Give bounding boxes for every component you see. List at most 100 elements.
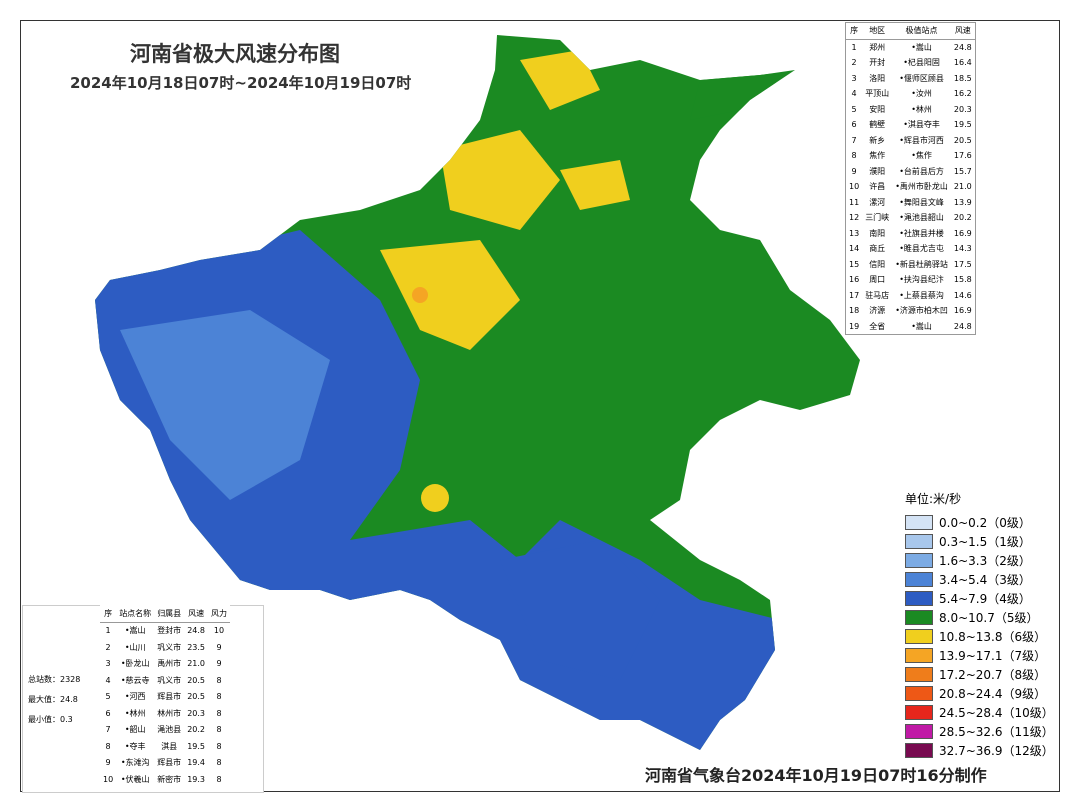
table-cell: 8 (216, 741, 222, 751)
table-cell: •禹州市卧龙山 (895, 182, 948, 192)
table-cell: 巩义市 (157, 642, 182, 652)
table-cell: 1 (851, 42, 857, 52)
table-cell: 17.6 (953, 151, 972, 161)
legend-swatch (905, 667, 933, 682)
table-cell: 10 (849, 182, 860, 192)
table-cell: 19.5 (187, 741, 205, 751)
stat: 最小值：0.3 (28, 715, 73, 724)
table-cell: •淇县夺丰 (903, 120, 940, 130)
table-cell: 9 (851, 166, 857, 176)
legend-label: 3.4~5.4（3级） (939, 573, 1031, 587)
table-cell: 16 (849, 275, 860, 285)
table-cell: 15 (849, 259, 860, 269)
table-cell: 16.9 (953, 306, 972, 316)
table-cell: 3 (105, 659, 111, 669)
table-cell: 鹤壁 (869, 120, 886, 130)
table-row: 2 •山川 巩义市 23.5 9 (100, 639, 230, 656)
table-cell: •嵩山 (124, 626, 146, 636)
legend-swatch (905, 648, 933, 663)
table-cell: 20.5 (187, 692, 205, 702)
table-cell: 24.8 (187, 626, 205, 636)
table-cell: 济源 (869, 306, 886, 316)
table-cell: 6 (105, 708, 111, 718)
table-cell: 全省 (869, 321, 886, 331)
table-cell: 16.4 (953, 58, 972, 68)
table-cell: 20.5 (953, 135, 972, 145)
table-cell: 商丘 (869, 244, 886, 254)
legend-label: 32.7~36.9（12级） (939, 744, 1054, 758)
table-row: 7 新乡 •辉县市河西 20.5 (846, 133, 976, 149)
table-cell: •舞阳县文峰 (899, 197, 944, 207)
legend-label: 0.0~0.2（0级） (939, 516, 1031, 530)
legend-swatch (905, 553, 933, 568)
table-cell: 19 (849, 321, 860, 331)
table-row: 9 •东滩沟 辉县市 19.4 8 (100, 755, 230, 772)
table-cell: •社旗县并楼 (899, 228, 944, 238)
legend-label: 20.8~24.4（9级） (939, 687, 1047, 701)
table-cell: 辉县市 (157, 758, 182, 768)
table-cell: 新密市 (157, 774, 182, 784)
table-row: 4 平顶山 •汝州 16.2 (846, 86, 976, 102)
legend-label: 13.9~17.1（7级） (939, 649, 1047, 663)
table-row: 14 商丘 •睢县尤吉屯 14.3 (846, 241, 976, 257)
table-row: 9 濮阳 •台前县后方 15.7 (846, 164, 976, 180)
table-cell: •扶沟县纪汴 (899, 275, 944, 285)
table-row: 5 •河西 辉县市 20.5 8 (100, 689, 230, 706)
table-cell: 10 (213, 626, 225, 636)
table-cell: •汝州 (911, 89, 932, 99)
table-cell: •上蔡县蔡沟 (899, 290, 944, 300)
table-cell: 平顶山 (865, 89, 890, 99)
legend-swatch (905, 743, 933, 758)
table-cell: 11 (849, 197, 860, 207)
legend-item: 20.8~24.4（9级） (905, 684, 1054, 703)
table-cell: 8 (216, 774, 222, 784)
table-row: 1 郑州 •嵩山 24.8 (846, 39, 976, 55)
table-cell: 15.7 (953, 166, 972, 176)
legend-label: 28.5~32.6（11级） (939, 725, 1054, 739)
table-cell: 16.2 (953, 89, 972, 99)
table-cell: 21.0 (187, 659, 205, 669)
table-cell: 19.3 (187, 774, 205, 784)
table-cell: 4 (105, 675, 111, 685)
legend-swatch (905, 534, 933, 549)
table-cell: 15.8 (953, 275, 972, 285)
table-cell: 12 (849, 213, 860, 223)
column-header: 风速 (184, 605, 208, 623)
legend-label: 24.5~28.4（10级） (939, 706, 1054, 720)
legend-item: 5.4~7.9（4级） (905, 589, 1054, 608)
table-cell: 安阳 (869, 104, 886, 114)
column-header: 地区 (862, 22, 893, 40)
table-cell: 开封 (869, 58, 886, 68)
table-cell: 周口 (869, 275, 886, 285)
legend-item: 3.4~5.4（3级） (905, 570, 1054, 589)
table-row: 16 周口 •扶沟县纪汴 15.8 (846, 272, 976, 288)
table-cell: 16.9 (953, 228, 972, 238)
table-cell: 5 (105, 692, 111, 702)
legend: 单位:米/秒 0.0~0.2（0级） 0.3~1.5（1级） 1.6~3.3（2级） 3… (905, 490, 1054, 760)
table-cell: •河西 (124, 692, 146, 702)
table-cell: 郑州 (869, 42, 886, 52)
table-cell: •韶山 (124, 725, 146, 735)
table-cell: •嵩山 (911, 42, 932, 52)
table-cell: 18 (849, 306, 860, 316)
column-header: 序 (845, 22, 863, 40)
table-cell: •伏羲山 (120, 774, 150, 784)
table-row: 1 •嵩山 登封市 24.8 10 (100, 622, 230, 639)
table-row: 6 •林州 林州市 20.3 8 (100, 705, 230, 722)
table-row: 7 •韶山 渑池县 20.2 8 (100, 722, 230, 739)
table-row: 18 济源 •济源市柏木凹 16.9 (846, 303, 976, 319)
table-cell: •台前县后方 (899, 166, 944, 176)
table-cell: 19.4 (187, 758, 205, 768)
legend-item: 24.5~28.4（10级） (905, 703, 1054, 722)
table-cell: 8 (851, 151, 857, 161)
legend-item: 17.2~20.7（8级） (905, 665, 1054, 684)
table-row: 3 洛阳 •偃师区顾县 18.5 (846, 71, 976, 87)
table-cell: 焦作 (869, 151, 886, 161)
table-cell: 23.5 (187, 642, 205, 652)
table-cell: 21.0 (953, 182, 972, 192)
legend-unit: 单位:米/秒 (905, 492, 962, 506)
title: 河南省极大风速分布图 (130, 42, 340, 66)
table-cell: 4 (851, 89, 857, 99)
table-cell: 8 (105, 741, 111, 751)
legend-swatch (905, 705, 933, 720)
